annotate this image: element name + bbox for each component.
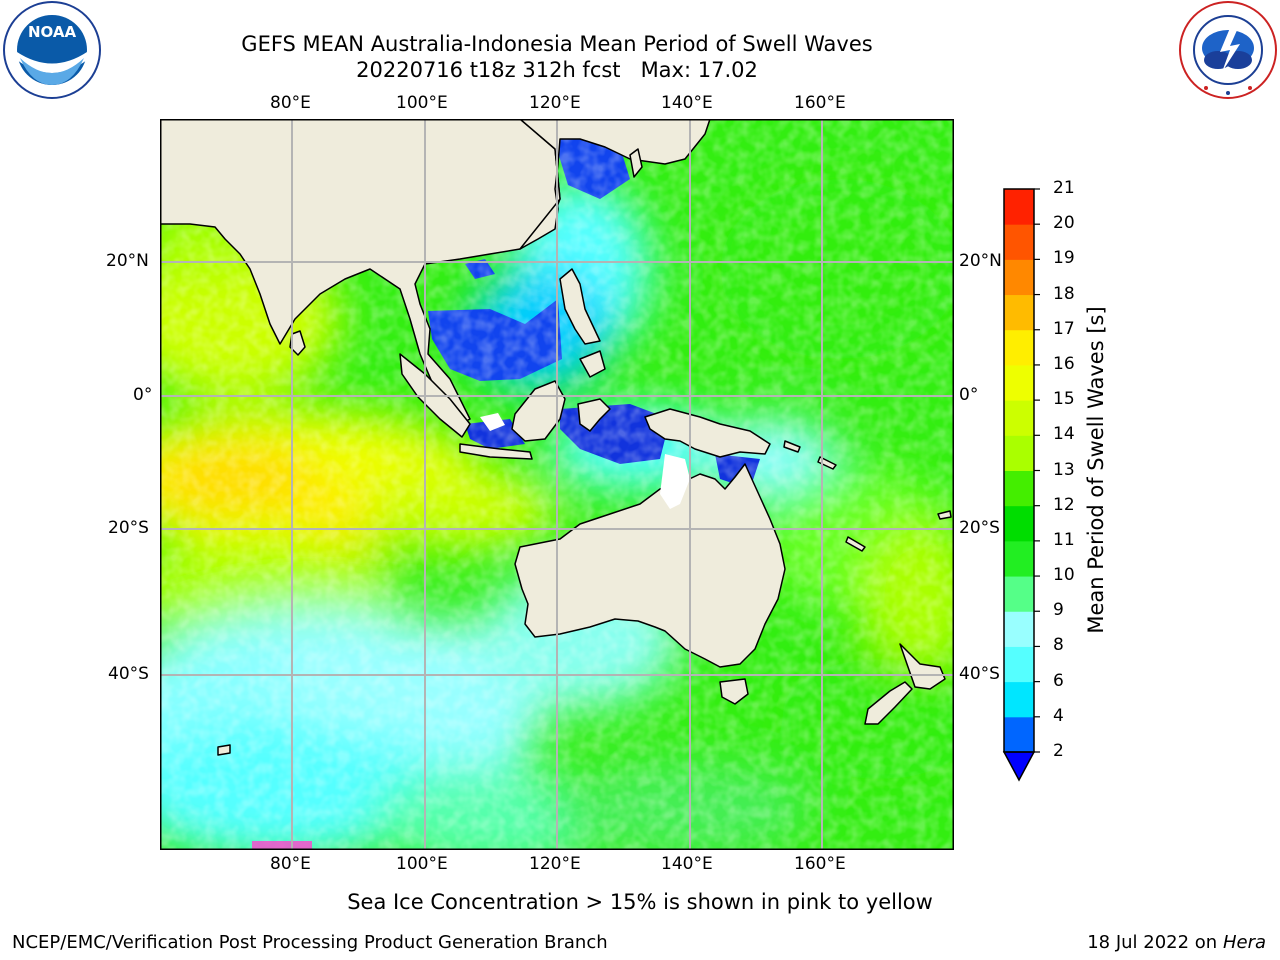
colorbar-band [1004,611,1034,647]
colorbar-band [1004,259,1034,296]
no-data-areas [480,413,690,509]
colorbar-label: Mean Period of Swell Waves [s] [1084,306,1108,634]
sea-ice-note: Sea Ice Concentration > 15% is shown in … [347,890,933,914]
lat-label-left: 20°S [108,518,149,538]
colorbar-tick-label: 6 [1053,670,1064,691]
colorbar-tick-label: 12 [1053,494,1075,515]
colorbar-tick-label: 11 [1053,529,1075,550]
colorbar-band [1004,470,1034,507]
colorbar-band [1004,716,1034,753]
colorbar-band [1004,224,1034,260]
lon-label-top: 100°E [396,93,448,113]
footer-date-text: 18 Jul 2022 on [1087,932,1223,953]
colorbar-band [1004,189,1034,225]
graticule [160,119,954,850]
colorbar-band [1004,681,1034,718]
colorbar-band [1004,329,1034,366]
lon-label-bottom: 80°E [270,854,311,874]
lat-label-right: 40°S [959,664,1000,684]
colorbar-tick-label: 9 [1053,600,1064,621]
lon-label-top: 140°E [661,93,713,113]
nws-logo [1178,0,1278,100]
colorbar-extend-arrow [1002,751,1036,782]
colorbar-tick-label: 14 [1053,424,1075,445]
lat-label-left: 0° [133,385,153,405]
colorbar-band [1004,364,1034,401]
colorbar-tick-label: 13 [1053,459,1075,480]
colorbar-tick-label: 15 [1053,389,1075,410]
colorbar-band [1004,646,1034,683]
lon-label-top: 80°E [270,93,311,113]
colorbar-tick-label: 4 [1053,705,1064,726]
lon-label-bottom: 100°E [396,854,448,874]
lat-label-right: 0° [959,385,979,405]
lat-label-left: 40°S [108,664,149,684]
colorbar-band [1004,576,1034,612]
colorbar [1002,188,1040,782]
map-frame [160,119,954,850]
colorbar-tick-label: 18 [1053,283,1075,304]
footer-credit: NCEP/EMC/Verification Post Processing Pr… [12,932,608,953]
colorbar-band [1004,435,1034,471]
chart-subtitle: 20220716 t18z 312h fcst Max: 17.02 [356,58,758,82]
colorbar-tick-label: 20 [1053,213,1075,234]
footer-date: 18 Jul 2022 on Hera [1087,932,1266,953]
lon-label-bottom: 140°E [661,854,713,874]
chart-title: GEFS MEAN Australia-Indonesia Mean Perio… [241,32,873,56]
lat-label-right: 20°N [959,251,1002,271]
lon-label-bottom: 160°E [794,854,846,874]
lat-label-right: 20°S [959,518,1000,538]
colorbar-tick-labels: 2 4 6 8 9 10 11 12 13 14 15 16 17 18 19 20 21 [1053,0,1093,960]
lon-label-bottom: 120°E [529,854,581,874]
colorbar-tick-label: 21 [1053,178,1075,198]
landmasses [160,119,952,756]
colorbar-tick-label: 19 [1053,248,1075,269]
colorbar-tick-label: 16 [1053,353,1075,374]
lon-label-top: 160°E [794,93,846,113]
noaa-logo-text: NOAA [28,23,77,41]
colorbar-tick-label: 10 [1053,565,1075,586]
footer-host: Hera [1222,932,1266,953]
colorbar-tick-label: 8 [1053,635,1064,656]
lat-label-left: 20°N [106,251,149,271]
colorbar-tick-label: 17 [1053,318,1075,339]
colorbar-tick-label: 2 [1053,741,1064,761]
colorbar-band [1004,400,1034,436]
colorbar-band [1004,505,1034,542]
swell-period-map [160,119,954,850]
lon-label-top: 120°E [529,93,581,113]
colorbar-band [1004,540,1034,577]
sea-ice-patch [252,841,312,850]
colorbar-band [1004,294,1034,331]
noaa-logo: NOAA [2,0,102,100]
